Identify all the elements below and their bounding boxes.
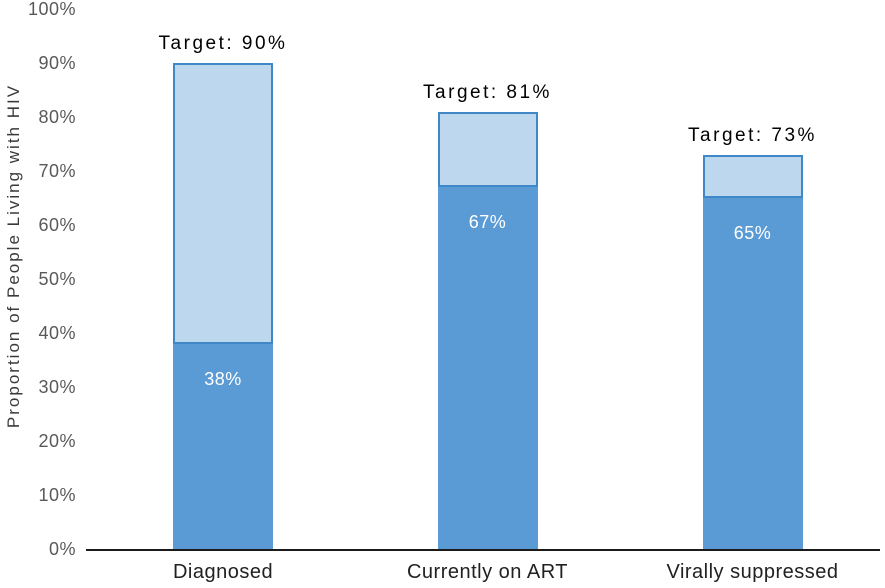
bar-achieved-segment: [173, 343, 273, 549]
y-tick-label: 100%: [27, 0, 76, 19]
bar-achieved-segment: [702, 198, 803, 549]
bar-value-label: 67%: [468, 212, 507, 233]
y-tick-label: 50%: [38, 269, 76, 289]
y-tick-label: 60%: [38, 215, 76, 235]
y-tick-label: 80%: [38, 107, 76, 127]
x-axis-line: [86, 549, 880, 551]
bar-target-gap-segment: [173, 63, 273, 344]
bar-target-gap-segment: [437, 111, 538, 188]
bar-value-label: 65%: [733, 223, 772, 243]
target-label: Target: 81%: [423, 81, 552, 103]
bar-achieved-segment: [437, 187, 538, 549]
y-tick-label: 70%: [38, 161, 76, 181]
y-tick-label: 40%: [38, 323, 76, 343]
y-tick-label: 90%: [38, 53, 76, 73]
bar-value-label: 38%: [204, 368, 242, 389]
bar-target-gap-segment: [702, 154, 803, 198]
x-category-label: Currently on ART: [406, 561, 569, 583]
y-tick-label: 0%: [48, 539, 76, 559]
y-tick-label: 20%: [38, 431, 76, 451]
x-category-label: Virally suppressed: [666, 561, 839, 583]
target-label: Target: 90%: [158, 33, 288, 54]
y-tick-label: 10%: [38, 485, 76, 505]
x-category-label: Diagnosed: [172, 561, 274, 583]
target-label: Target: 73%: [688, 124, 817, 146]
y-tick-label: 30%: [38, 377, 76, 397]
